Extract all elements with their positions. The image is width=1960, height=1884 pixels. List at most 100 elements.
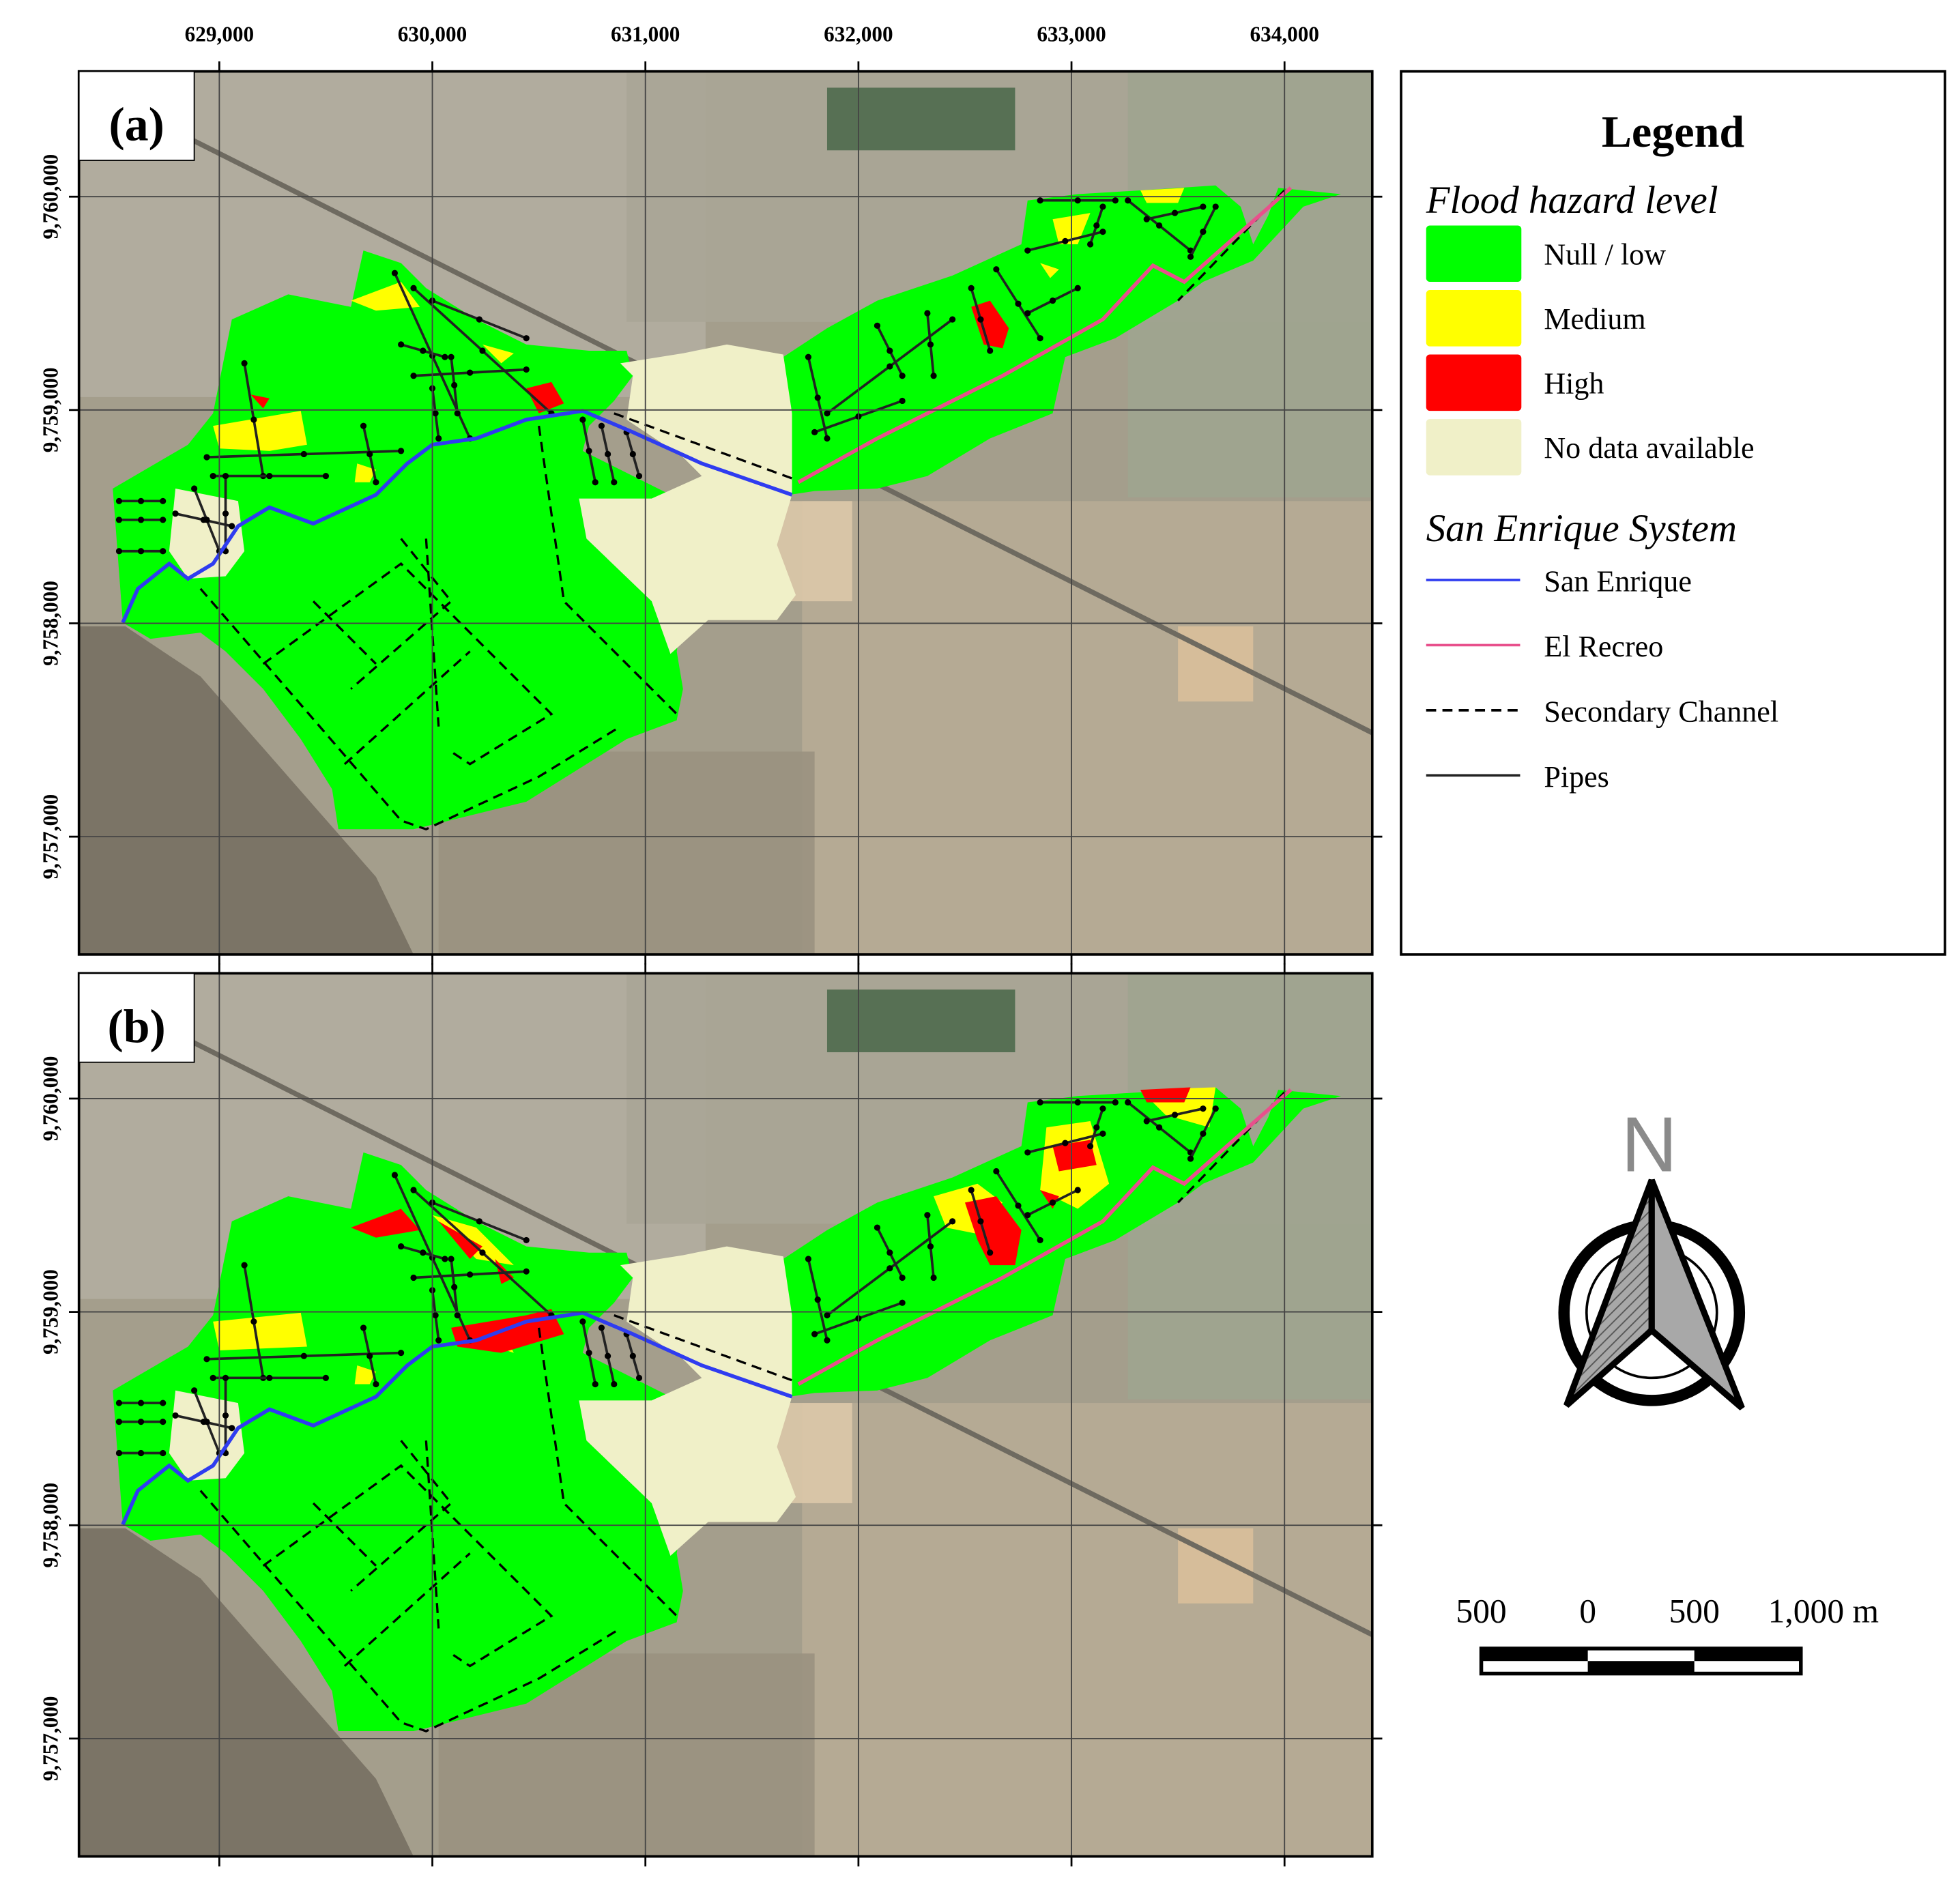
pipe-node xyxy=(586,448,592,454)
panel-label-box xyxy=(78,972,195,1063)
pipe-node xyxy=(160,1419,167,1425)
map-content xyxy=(78,973,1372,1857)
secondary-channel xyxy=(312,600,377,665)
pipe-node xyxy=(899,1274,906,1281)
hazard-area xyxy=(213,411,307,451)
imagery-block xyxy=(1178,1528,1254,1604)
pipe-node xyxy=(435,435,442,442)
x-tick-label: 634,000 xyxy=(1250,23,1319,46)
pipe-node xyxy=(899,373,906,379)
legend-label: Null / low xyxy=(1544,237,1666,271)
pipe-node xyxy=(322,473,330,480)
pipe-node xyxy=(448,1256,455,1262)
secondary-channel xyxy=(350,538,453,690)
pipe-node xyxy=(250,416,257,423)
pipe-node xyxy=(579,1318,586,1325)
secondary-channel xyxy=(312,1502,377,1567)
imagery-block xyxy=(826,989,1015,1053)
pipe-node xyxy=(137,1449,145,1457)
pipe-node xyxy=(410,1274,417,1281)
imagery-block xyxy=(1178,626,1254,702)
map-content xyxy=(78,71,1372,955)
pipe-node xyxy=(814,1296,821,1303)
pipe-node xyxy=(191,1387,198,1394)
pipe-node xyxy=(1212,1105,1219,1112)
panel-frame xyxy=(77,972,1374,1858)
pipe-node xyxy=(811,1331,818,1337)
pipe-node xyxy=(479,347,486,354)
pipe-node xyxy=(1037,335,1043,342)
secondary-channel xyxy=(343,650,471,766)
pipe-node xyxy=(410,373,417,379)
pipe-node xyxy=(1062,237,1069,244)
hazard-area xyxy=(213,1312,307,1350)
pipe-node xyxy=(115,548,123,555)
pipe-node xyxy=(448,353,455,360)
y-tick-label: 9,759,000 xyxy=(38,367,62,452)
pipe-node xyxy=(1156,222,1163,229)
pipe-node xyxy=(523,1236,530,1244)
no-data-area xyxy=(579,1246,796,1556)
pipe-node xyxy=(172,1412,179,1419)
hazard-area xyxy=(482,344,514,364)
pipe-node xyxy=(887,347,893,354)
san-enrique xyxy=(121,1311,793,1526)
secondary-channel xyxy=(262,562,553,766)
y-tick-label: 9,760,000 xyxy=(38,1056,62,1142)
pipe-node xyxy=(993,266,1000,273)
pipe-node xyxy=(949,316,956,323)
x-tick-label: 629,000 xyxy=(185,23,254,46)
pipe-node xyxy=(1171,1112,1179,1118)
pipe-node xyxy=(987,1249,994,1256)
pipe-node xyxy=(210,473,216,480)
pipe-node xyxy=(1212,203,1219,210)
pipe-node xyxy=(1200,203,1207,210)
pipe-node xyxy=(1062,1140,1069,1146)
pipe-node xyxy=(229,523,235,530)
pipe-node xyxy=(987,347,994,354)
pipe-node xyxy=(927,1243,934,1250)
hazard-area xyxy=(1040,263,1059,278)
pipe-node xyxy=(1074,285,1081,291)
scale-label: 500 xyxy=(1669,1592,1720,1629)
pipe-node xyxy=(432,410,439,417)
pipe-node xyxy=(887,363,893,370)
secondary-channel xyxy=(199,588,621,831)
pipe-node xyxy=(467,369,474,376)
pipe-node xyxy=(1093,1124,1100,1131)
legend-title: Legend xyxy=(1602,107,1744,157)
pipe-node xyxy=(210,1374,216,1381)
pipe-node xyxy=(373,479,379,486)
pipe-node xyxy=(924,310,931,317)
pipe-node xyxy=(360,422,367,429)
pipe-node xyxy=(373,1380,379,1388)
scale-label: 1,000 m xyxy=(1768,1592,1879,1629)
panel-label-box xyxy=(78,70,195,161)
pipe-node xyxy=(523,366,530,373)
y-tick-label: 9,757,000 xyxy=(38,1696,62,1781)
pipe-node xyxy=(300,1352,307,1359)
pipe-node xyxy=(629,450,636,458)
pipe-node xyxy=(805,353,812,360)
pipe-node xyxy=(611,1380,618,1388)
pipe-node xyxy=(366,1352,373,1359)
legend-label: Pipes xyxy=(1544,760,1609,794)
panel-label: (b) xyxy=(108,1000,166,1053)
secondary-channel xyxy=(262,1464,553,1668)
hazard-area xyxy=(250,394,270,409)
pipe-node xyxy=(1037,1236,1043,1244)
pipe-node xyxy=(899,397,906,405)
pipe-node xyxy=(592,479,599,486)
scale-bar: 500 0 500 1,000 m xyxy=(1456,1592,1879,1676)
hazard-area xyxy=(971,300,1009,349)
pipe-node xyxy=(1074,1099,1081,1106)
pipe-node xyxy=(1099,1105,1106,1112)
pipe-node xyxy=(824,410,831,417)
pipe-node xyxy=(977,1218,984,1225)
panel-label: (a) xyxy=(109,99,164,151)
river-water xyxy=(78,1528,414,1857)
san-enrique xyxy=(121,409,793,624)
pipe-node xyxy=(1187,253,1194,260)
pipe-node xyxy=(410,285,417,291)
